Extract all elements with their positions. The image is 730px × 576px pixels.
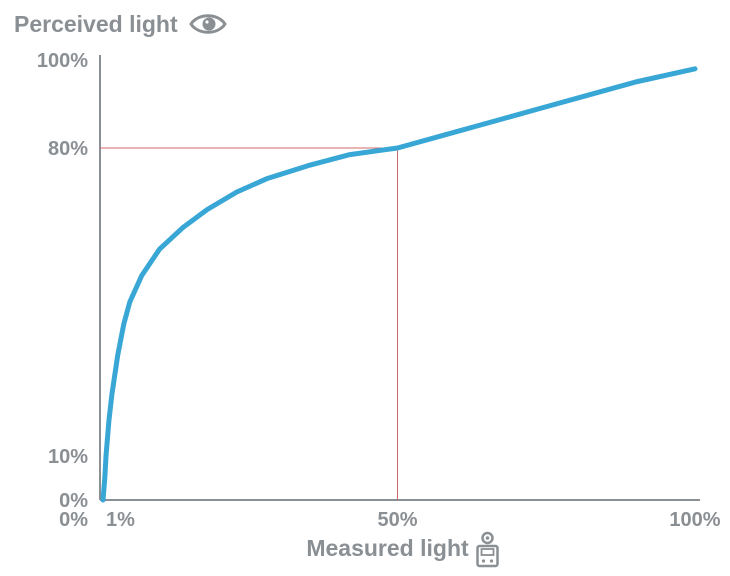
axes: [100, 55, 700, 500]
y-tick-label: 10%: [48, 446, 88, 468]
x-tick-label: 1%: [106, 509, 135, 531]
y-axis-title: Perceived light: [14, 11, 178, 37]
y-tick-label: 100%: [37, 50, 88, 72]
x-tick-label: 50%: [377, 509, 417, 531]
x-tick-label: 0%: [59, 509, 88, 531]
axis-titles: Perceived light Measured light: [14, 11, 498, 566]
light-meter-icon: [478, 533, 498, 566]
x-axis-title: Measured light: [306, 535, 469, 561]
reference-lines: [100, 148, 398, 500]
tick-labels: 0%10%80%100%0%1%50%100%: [37, 50, 721, 531]
perceived-vs-measured-chart: 0%10%80%100%0%1%50%100% Perceived lightM…: [0, 0, 730, 576]
eye-icon: [191, 16, 225, 33]
chart-container: 0%10%80%100%0%1%50%100% Perceived lightM…: [0, 0, 730, 576]
curve: [103, 69, 695, 500]
x-tick-label: 100%: [669, 509, 720, 531]
y-tick-label: 80%: [48, 138, 88, 160]
